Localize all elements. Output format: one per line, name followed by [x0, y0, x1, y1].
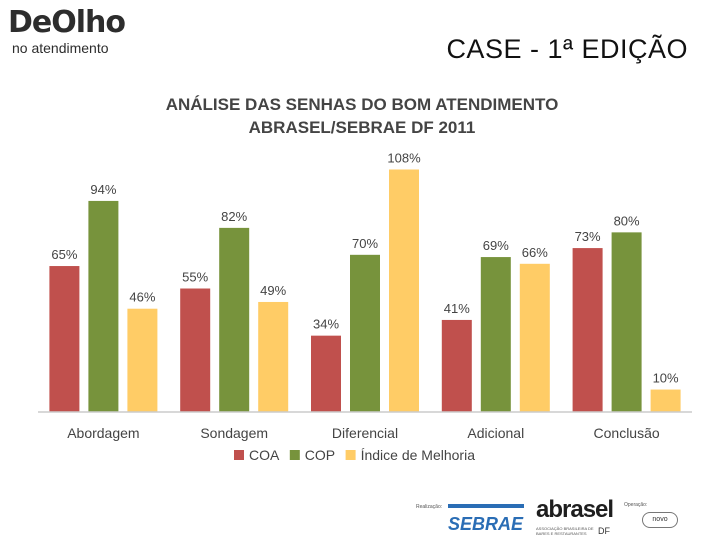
sebrae-logo: SEBRAE [448, 504, 524, 536]
logo-brand-text: DeOlho [8, 5, 126, 40]
legend-label-2: Índice de Melhoria [361, 447, 476, 463]
category-label-2: Diferencial [332, 425, 398, 441]
data-label-cop-1: 82% [221, 209, 247, 224]
bar-coa-1 [180, 288, 211, 412]
sponsor-footer: Realização: SEBRAE abrasel ASSOCIAÇÃO BR… [412, 496, 712, 536]
case-title: CASE - 1ª EDIÇÃO [446, 34, 688, 64]
abrasel-df-label: DF [598, 526, 610, 536]
chart-title-line-2: ABRASEL/SEBRAE DF 2011 [249, 118, 476, 137]
bar--ndice-de-melhoria-3 [519, 263, 550, 412]
sebrae-logo-text: SEBRAE [448, 514, 524, 534]
data-label-coa-4: 73% [575, 229, 601, 244]
data-label--ndice-de-melhoria-1: 49% [260, 283, 286, 298]
bar-cop-4 [611, 232, 642, 412]
abrasel-logo: abrasel [536, 496, 614, 523]
category-label-1: Sondagem [200, 425, 268, 441]
abrasel-subtitle: ASSOCIAÇÃO BRASILEIRA DE BARES E RESTAUR… [536, 526, 594, 536]
legend-label-0: COA [249, 447, 280, 463]
data-label--ndice-de-melhoria-3: 66% [522, 245, 548, 260]
realizacao-label: Realização: [416, 504, 443, 510]
data-label-coa-0: 65% [51, 247, 77, 262]
bar-cop-0 [88, 200, 119, 412]
bar--ndice-de-melhoria-0 [127, 308, 158, 412]
bar-chart: ANÁLISE DAS SENHAS DO BOM ATENDIMENTO AB… [38, 95, 692, 463]
data-label-coa-1: 55% [182, 270, 208, 285]
data-label-cop-4: 80% [614, 213, 640, 228]
bar--ndice-de-melhoria-4 [650, 389, 681, 412]
bar-coa-0 [49, 266, 80, 412]
chart-title-line-1: ANÁLISE DAS SENHAS DO BOM ATENDIMENTO [166, 95, 559, 114]
data-label-coa-3: 41% [444, 301, 470, 316]
bar--ndice-de-melhoria-2 [389, 169, 419, 412]
bar-cop-3 [480, 257, 511, 412]
operacao-label: Operação: [624, 502, 648, 508]
data-label-cop-3: 69% [483, 238, 509, 253]
bar-cop-2 [350, 254, 380, 412]
data-label--ndice-de-melhoria-4: 10% [653, 371, 679, 386]
deolho-logo: DeOlho no atendimento [8, 5, 148, 57]
legend-swatch-2 [345, 450, 356, 460]
data-label--ndice-de-melhoria-2: 108% [387, 150, 421, 165]
category-label-4: Conclusão [594, 425, 660, 441]
legend: COA COP Índice de Melhoria [234, 447, 475, 463]
bar-cop-1 [219, 227, 250, 412]
data-label-cop-0: 94% [90, 182, 116, 197]
bar-coa-4 [572, 248, 603, 412]
category-label-0: Abordagem [67, 425, 139, 441]
bar-coa-3 [441, 319, 472, 412]
data-label--ndice-de-melhoria-0: 46% [129, 290, 155, 305]
data-label-cop-2: 70% [352, 236, 378, 251]
bars-group: 65% 94% 46% Abordagem 55% 82% 49% Sondagem 34% 70… [38, 150, 692, 441]
data-label-coa-2: 34% [313, 317, 339, 332]
legend-swatch-0 [234, 450, 244, 460]
category-label-3: Adicional [467, 425, 524, 441]
bar--ndice-de-melhoria-1 [258, 301, 289, 412]
logo-sub-text: no atendimento [12, 40, 109, 56]
bar-coa-2 [311, 335, 341, 412]
legend-label-1: COP [305, 447, 335, 463]
novo-logo: novo [642, 512, 678, 528]
legend-swatch-1 [289, 450, 300, 460]
